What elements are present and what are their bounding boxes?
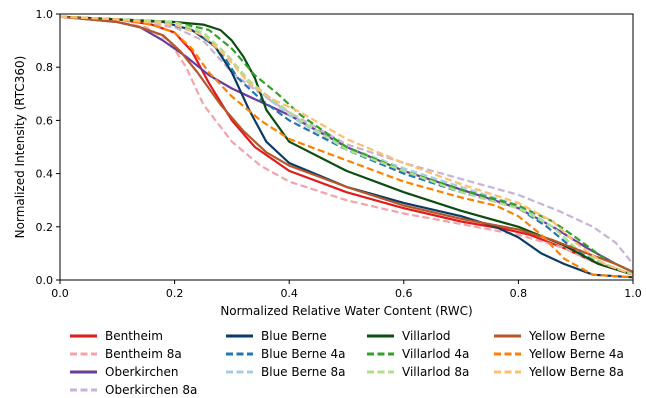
legend-label: Yellow Berne <box>528 329 605 343</box>
x-tick-label: 0.0 <box>51 287 69 300</box>
x-tick-label: 0.6 <box>395 287 413 300</box>
legend-label: Blue Berne 4a <box>261 347 346 361</box>
y-tick-label: 0.2 <box>36 221 54 234</box>
legend-label: Bentheim <box>105 329 163 343</box>
series-line-villarlod-4a <box>59 15 634 273</box>
series-line-yellow-berne-8a <box>59 15 634 276</box>
x-axis-label: Normalized Relative Water Content (RWC) <box>220 304 472 318</box>
legend-label: Blue Berne <box>261 329 327 343</box>
y-tick-label: 0.8 <box>36 61 54 74</box>
y-axis-label: Normalized Intensity (RTC360) <box>13 56 27 239</box>
y-tick-label: 0.0 <box>36 274 54 287</box>
legend: Bentheim Bentheim 8a Oberkirchen Oberkirche… <box>70 329 624 397</box>
series-line-villarlod <box>59 15 634 276</box>
x-tick-label: 0.8 <box>510 287 528 300</box>
x-tick-label: 0.2 <box>166 287 184 300</box>
y-tick-label: 0.6 <box>36 114 54 127</box>
y-tick-label: 1.0 <box>36 8 54 21</box>
legend-label: Oberkirchen <box>105 365 179 379</box>
series-line-yellow-berne <box>59 15 634 273</box>
legend-label: Yellow Berne 4a <box>528 347 624 361</box>
plot-frame <box>59 13 634 281</box>
series-line-villarlod-8a <box>59 15 634 276</box>
x-tick-label: 1.0 <box>624 287 642 300</box>
legend-label: Oberkirchen 8a <box>105 383 197 397</box>
series-line-oberkirchen <box>59 15 634 273</box>
legend-label: Villarlod 4a <box>402 347 469 361</box>
plot-lines <box>59 15 634 279</box>
x-tick-label: 0.4 <box>280 287 298 300</box>
series-line-oberkirchen-8a <box>59 15 634 265</box>
legend-label: Villarlod 8a <box>402 365 469 379</box>
legend-label: Villarlod <box>402 329 451 343</box>
y-axis: 0.0 0.2 0.4 0.6 0.8 1.0 <box>36 8 60 287</box>
legend-label: Bentheim 8a <box>105 347 182 361</box>
legend-label: Yellow Berne 8a <box>528 365 624 379</box>
y-tick-label: 0.4 <box>36 168 54 181</box>
legend-label: Blue Berne 8a <box>261 365 346 379</box>
x-axis: 0.0 0.2 0.4 0.6 0.8 1.0 <box>51 280 642 300</box>
series-line-yellow-berne-4a <box>59 15 634 279</box>
